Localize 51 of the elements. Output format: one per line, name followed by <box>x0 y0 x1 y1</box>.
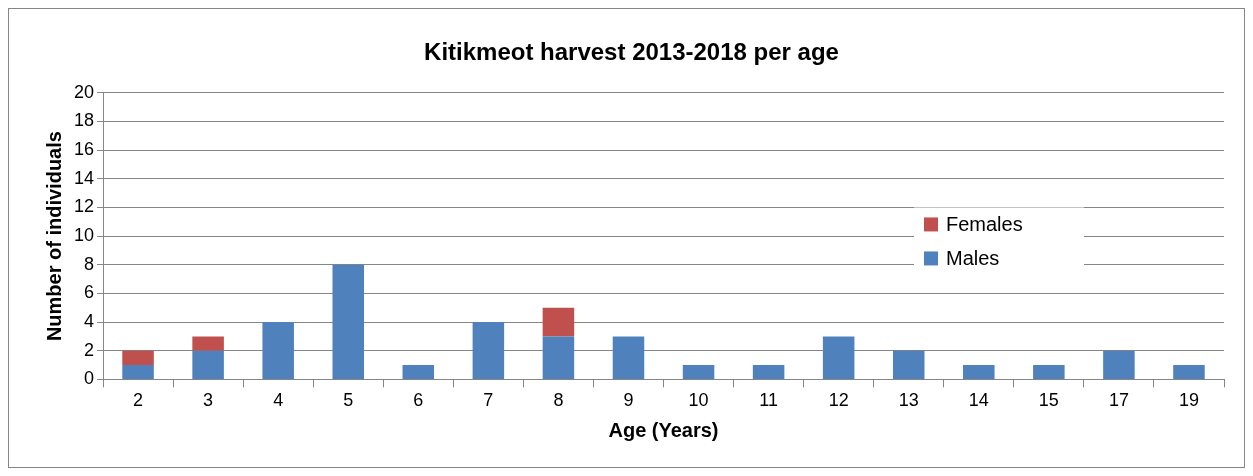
bar <box>332 264 364 379</box>
x-tick-label: 6 <box>413 390 424 411</box>
y-tick-label: 0 <box>84 368 95 389</box>
bar <box>1103 350 1135 379</box>
bar <box>963 365 995 379</box>
bar <box>192 350 224 379</box>
x-tick-label: 4 <box>273 390 284 411</box>
chart-title: Kitikmeot harvest 2013-2018 per age <box>424 38 839 66</box>
bar <box>262 322 294 379</box>
bar <box>192 336 224 351</box>
y-axis-title: Number of individuals <box>42 131 65 342</box>
x-tick-label: 2 <box>133 390 144 411</box>
y-tick-label: 14 <box>73 167 95 188</box>
x-tick-label: 8 <box>553 390 564 411</box>
x-tick-label: 3 <box>203 390 214 411</box>
bar <box>682 365 715 379</box>
legend-label: Males <box>946 246 1000 269</box>
y-tick-label: 10 <box>73 225 95 246</box>
y-tick-label: 12 <box>73 196 95 217</box>
x-tick-label: 9 <box>623 390 634 411</box>
bar <box>122 365 154 379</box>
y-tick-label: 20 <box>73 81 95 102</box>
bar <box>472 322 505 379</box>
bar <box>542 307 575 337</box>
x-tick-label: 12 <box>828 390 849 411</box>
y-tick-label: 16 <box>73 139 95 160</box>
bar <box>542 336 575 379</box>
bar <box>122 350 154 366</box>
x-tick-label: 19 <box>1178 390 1199 411</box>
bar <box>1173 365 1205 379</box>
bar <box>612 336 645 379</box>
y-tick-label: 18 <box>73 110 95 131</box>
y-tick-label: 4 <box>84 311 95 332</box>
x-tick-label: 11 <box>759 390 778 411</box>
y-tick-label: 2 <box>84 339 95 360</box>
x-tick-label: 14 <box>968 390 989 411</box>
bar <box>1033 365 1065 379</box>
y-tick-label: 8 <box>84 253 95 274</box>
x-tick-label: 15 <box>1038 390 1059 411</box>
bar <box>402 365 435 379</box>
x-tick-label: 10 <box>688 390 709 411</box>
x-tick-label: 5 <box>343 390 354 411</box>
y-tick-label: 6 <box>84 282 95 303</box>
bar <box>752 365 785 379</box>
x-axis-title: Age (Years) <box>608 418 719 441</box>
bar <box>822 336 855 379</box>
bar <box>892 350 925 379</box>
legend-label: Females <box>946 212 1023 235</box>
x-tick-label: 7 <box>483 390 494 411</box>
x-tick-label: 13 <box>898 390 919 411</box>
x-tick-label: 17 <box>1108 390 1129 411</box>
